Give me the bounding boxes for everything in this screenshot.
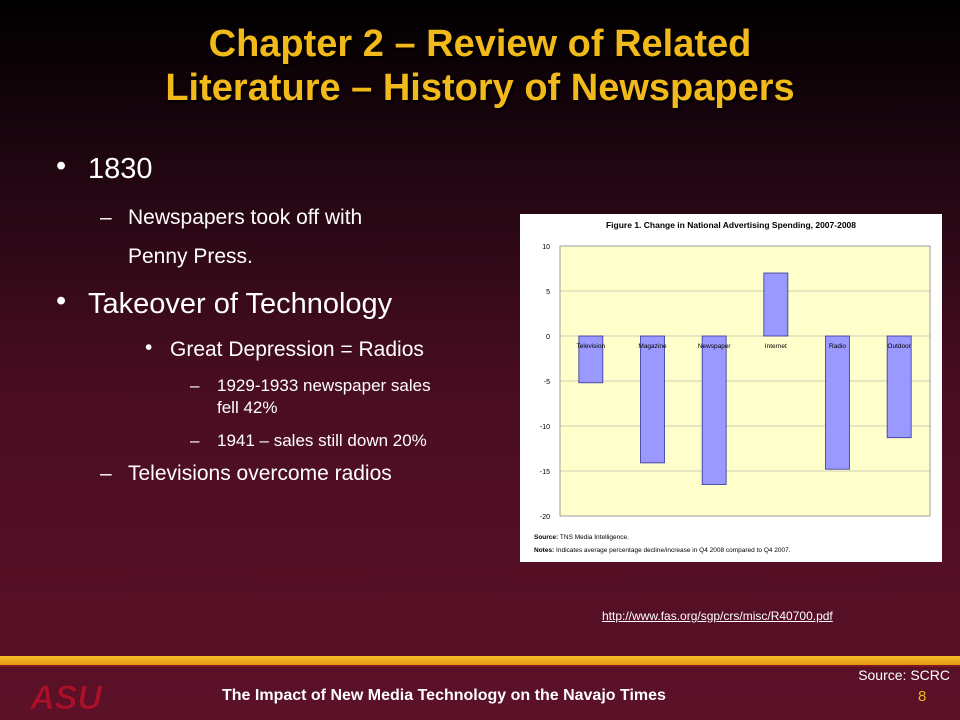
dash-symbol: – bbox=[100, 462, 112, 485]
dash-symbol: – bbox=[100, 206, 112, 229]
category-label: Internet bbox=[765, 343, 787, 350]
source-credit: Source: SCRC bbox=[858, 667, 950, 683]
y-tick-label: -10 bbox=[540, 424, 550, 431]
category-label: Television bbox=[577, 343, 606, 350]
bullet-symbol: • bbox=[145, 336, 153, 359]
chart-notes-text: Indicates average percentage decline/inc… bbox=[556, 547, 791, 554]
bar-outdoor bbox=[886, 335, 912, 439]
chart-source-text: TNS Media Intelligence. bbox=[560, 534, 629, 541]
footer-bar bbox=[0, 656, 960, 665]
bullet-televisions: Televisions overcome radios bbox=[128, 462, 392, 485]
dash-symbol: – bbox=[190, 431, 200, 450]
y-tick-label: 0 bbox=[546, 334, 550, 341]
bullet-1830: 1830 bbox=[88, 153, 153, 185]
chart-notes-label: Notes: bbox=[534, 547, 554, 554]
y-tick-label: -15 bbox=[540, 469, 550, 476]
bullet-1830-sub-line-1: Newspapers took off with bbox=[128, 206, 363, 229]
advertising-chart: Figure 1. Change in National Advertising… bbox=[520, 214, 942, 562]
category-label: Newspaper bbox=[698, 343, 732, 350]
bullet-sales-1-line-1: 1929-1933 newspaper sales bbox=[217, 376, 431, 395]
bullet-sales-1-line-2: fell 42% bbox=[217, 398, 278, 417]
footer-title: The Impact of New Media Technology on th… bbox=[222, 687, 666, 704]
y-tick-label: 10 bbox=[542, 244, 550, 251]
page-number: 8 bbox=[918, 688, 927, 705]
footer-divider bbox=[0, 665, 960, 667]
bar-newspaper bbox=[701, 335, 727, 485]
category-label: Magazine bbox=[638, 343, 667, 350]
category-label: Radio bbox=[829, 343, 846, 350]
bar-magazine bbox=[640, 335, 665, 464]
source-link[interactable]: http://www.fas.org/sgp/crs/misc/R40700.p… bbox=[602, 609, 833, 623]
dash-symbol: – bbox=[190, 376, 200, 395]
slide-title: Chapter 2 – Review of Related Literature… bbox=[0, 22, 960, 110]
y-tick-label: -20 bbox=[540, 514, 550, 521]
y-tick-label: -5 bbox=[544, 379, 550, 386]
bar-radio bbox=[825, 335, 850, 470]
chart-svg: Figure 1. Change in National Advertising… bbox=[534, 220, 931, 554]
bullet-takeover: Takeover of Technology bbox=[88, 288, 393, 320]
bar-internet bbox=[763, 272, 789, 337]
chart-source: Source: TNS Media Intelligence. bbox=[534, 534, 629, 541]
bar-television bbox=[578, 335, 604, 384]
chart-title: Figure 1. Change in National Advertising… bbox=[606, 220, 856, 230]
bullet-1830-sub-line-2: Penny Press. bbox=[128, 245, 253, 268]
bullet-depression: Great Depression = Radios bbox=[170, 338, 424, 361]
category-label: Outdoor bbox=[887, 343, 911, 350]
chart-source-label: Source: bbox=[534, 534, 558, 541]
asu-logo: ASU bbox=[29, 679, 104, 714]
slide-title-line-2: Literature – History of Newspapers bbox=[165, 67, 795, 109]
slide-title-line-1: Chapter 2 – Review of Related bbox=[208, 23, 752, 65]
y-tick-label: 5 bbox=[546, 289, 550, 296]
bullet-symbol: • bbox=[56, 150, 67, 182]
asu-logo-text: ASU bbox=[29, 679, 103, 714]
chart-notes: Notes: Indicates average percentage decl… bbox=[534, 547, 791, 554]
bullet-symbol: • bbox=[56, 285, 67, 317]
bullet-sales-2: 1941 – sales still down 20% bbox=[217, 431, 427, 450]
